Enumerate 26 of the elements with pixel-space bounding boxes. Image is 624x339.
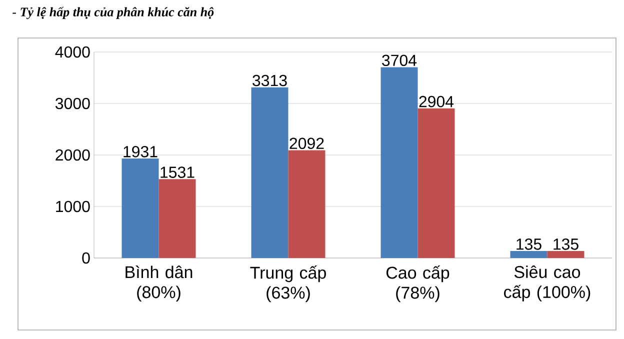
data-label: 1531: [160, 166, 194, 178]
data-label: 3313: [252, 74, 287, 86]
data-label: 2904: [419, 96, 454, 108]
bar: [380, 67, 418, 258]
x-tick-label: Bình dân (80%): [126, 266, 192, 302]
data-label: 135: [554, 238, 578, 250]
y-tick-label: 3000: [55, 98, 90, 110]
bar: [418, 108, 455, 258]
x-tick-label: Trung cấp (63%): [250, 266, 326, 302]
x-tick-label: Siêu cao cấp (100%): [504, 266, 590, 302]
data-label: 1931: [124, 146, 158, 158]
bar: [288, 150, 326, 258]
data-label: 2092: [290, 138, 324, 150]
bar: [547, 251, 584, 258]
data-label: 135: [516, 238, 542, 250]
bar: [158, 179, 196, 258]
y-tick-label: 2000: [56, 149, 90, 161]
bar: [122, 158, 159, 258]
y-tick-label: 4000: [55, 46, 90, 58]
y-tick-label: 1000: [56, 200, 90, 212]
chart-title: - Tỷ lệ hấp thụ của phân khúc căn hộ: [12, 6, 214, 20]
y-tick-label: 0: [82, 252, 90, 264]
x-tick-label: Cao cấp (78%): [386, 266, 450, 302]
bar: [251, 87, 288, 258]
data-label: 3704: [382, 54, 417, 66]
bar: [510, 251, 548, 258]
